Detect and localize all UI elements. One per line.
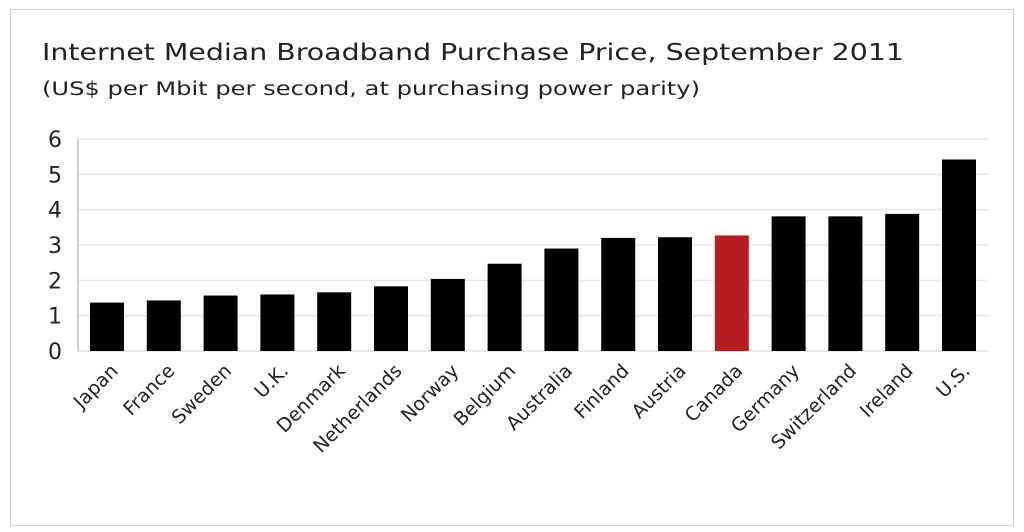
chart-title: Internet Median Broadband Purchase Price… <box>42 40 904 66</box>
bar-australia <box>544 248 579 351</box>
bar-norway <box>430 278 465 351</box>
bar-us <box>942 159 976 351</box>
y-tick-label: 6 <box>48 128 62 153</box>
y-tick-label: 0 <box>48 340 62 365</box>
bar-austria <box>658 237 692 351</box>
bar-netherlands <box>374 286 408 351</box>
bar-denmark <box>317 292 352 351</box>
bar-switzerland <box>828 216 863 351</box>
bar-canada <box>714 235 749 351</box>
y-tick-label: 3 <box>48 234 62 259</box>
y-axis-ticks: 0 1 2 3 4 5 6 <box>48 128 62 365</box>
y-tick-label: 4 <box>48 199 62 224</box>
bars <box>90 159 976 351</box>
bar-belgium <box>487 263 522 351</box>
bar-ireland <box>885 213 920 351</box>
bar-uk <box>260 294 295 351</box>
bar-germany <box>771 216 806 351</box>
bar-japan <box>90 302 124 351</box>
y-tick-label: 5 <box>48 163 62 188</box>
y-tick-label: 2 <box>48 269 62 294</box>
bar-finland <box>601 237 636 351</box>
bar-sweden <box>203 295 238 351</box>
bar-france <box>146 300 181 351</box>
y-tick-label: 1 <box>48 305 62 330</box>
chart-subtitle: (US$ per Mbit per second, at purchasing … <box>42 79 700 100</box>
